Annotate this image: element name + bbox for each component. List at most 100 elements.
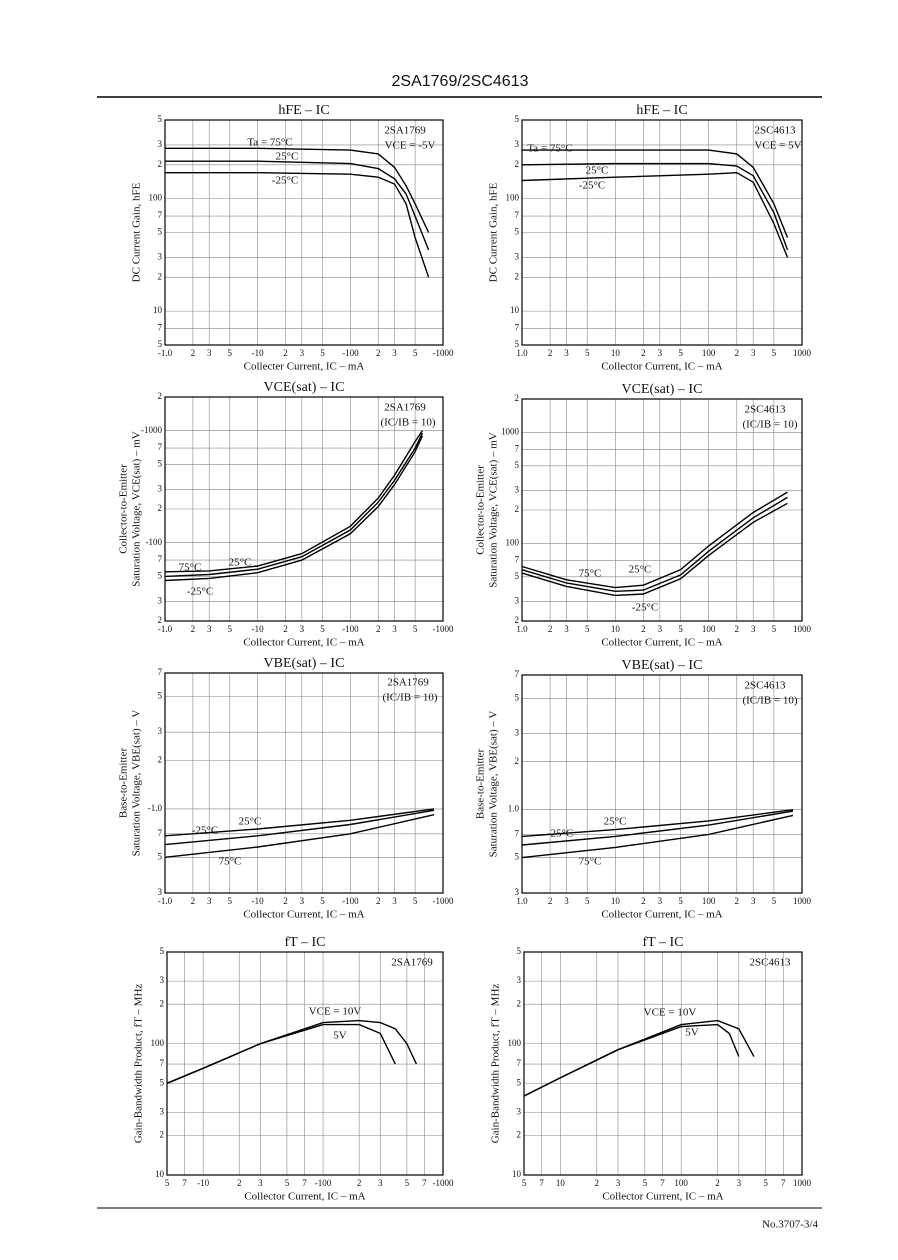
x-tick-label: 1000 [793,1178,812,1188]
x-tick-label: -10 [252,348,264,358]
curve-label: 25°C [629,564,652,576]
x-tick-label: 100 [702,896,716,906]
y-tick-label: 10 [153,305,163,315]
x-tick-label: 5 [772,896,777,906]
x-tick-label: 3 [258,1178,263,1188]
x-tick-label: 2 [191,624,196,634]
x-tick-label: -100 [342,348,359,358]
y-tick-label: 5 [160,1077,165,1087]
y-tick-label: 7 [515,828,520,838]
annotation: 2SA1769 [387,677,429,689]
curve [521,162,789,251]
annotation: 2SA1769 [384,402,426,414]
x-tick-label: 100 [702,624,716,634]
y-tick-label: 100 [506,537,520,547]
x-tick-label: 2 [283,896,288,906]
x-tick-label: 3 [658,624,663,634]
y-tick-label: 5 [160,946,165,956]
x-tick-label: 3 [392,896,397,906]
x-tick-label: 5 [763,1178,768,1188]
curve [165,172,430,278]
x-tick-label: 3 [300,624,305,634]
annotation: (IC/IB = 10) [742,419,797,431]
x-tick-label: 3 [751,624,756,634]
y-tick-label: 5 [517,1077,522,1087]
x-tick-label: 1.0 [516,624,528,634]
y-tick-label: 3 [160,1106,165,1116]
curve [521,496,788,593]
y-axis-label: Collector-to-Emitter [475,465,487,555]
x-tick-label: 100 [674,1178,688,1188]
curve-label: -25°C [547,828,573,840]
x-tick-label: 5 [405,1178,410,1188]
y-tick-label: 10 [155,1169,165,1179]
y-axis-label: Collector-to-Emitter [118,464,130,554]
x-tick-label: 3 [378,1178,383,1188]
x-tick-label: 5 [643,1178,648,1188]
curve [165,147,430,233]
x-tick-label: 2 [641,624,646,634]
y-tick-label: 5 [158,851,163,861]
curve [165,160,430,251]
y-tick-label: 3 [158,887,163,897]
y-tick-label: 10 [512,1169,522,1179]
y-tick-label: 5 [515,692,520,702]
curve [521,809,794,838]
x-tick-label: 7 [781,1178,786,1188]
y-tick-label: 3 [158,483,163,493]
y-tick-label: 2 [158,615,163,625]
x-tick-label: 2 [548,624,553,634]
y-tick-label: 3 [517,975,522,985]
y-tick-label: 5 [158,570,163,580]
curve [521,810,794,846]
x-tick-label: 1.0 [516,348,528,358]
y-tick-label: 2 [515,615,520,625]
annotation: 2SC4613 [755,125,796,137]
curve-label: Ta = 75°C [527,143,572,155]
curve-label: 25°C [239,816,262,828]
x-tick-label: -10 [252,896,264,906]
y-tick-label: 2 [517,1130,522,1140]
plot-frame [166,951,444,1176]
y-tick-label: 5 [158,227,163,237]
curve-label: VCE = 10V [309,1006,362,1018]
x-tick-label: 5 [772,624,777,634]
y-tick-label: -1000 [141,425,162,435]
plot-frame [523,951,803,1176]
x-tick-label: -100 [315,1178,332,1188]
x-tick-label: 3 [658,348,663,358]
x-tick-label: 5 [585,624,590,634]
x-tick-label: 2 [283,348,288,358]
x-tick-label: 5 [165,1178,170,1188]
x-tick-label: 2 [735,896,740,906]
x-tick-label: 3 [751,896,756,906]
y-tick-label: 7 [158,442,163,452]
y-axis-label: Saturation Voltage, VBE(sat) – V [488,711,500,858]
x-tick-label: 3 [658,896,663,906]
y-tick-label: 100 [508,1038,522,1048]
annotation: VCE = 5V [754,140,801,152]
x-tick-label: 7 [302,1178,307,1188]
y-tick-label: 5 [515,852,520,862]
page-header: 2SA1769/2SC4613 [392,73,529,90]
curve [522,149,789,238]
y-tick-label: 5 [515,571,520,581]
y-tick-label: 7 [160,1058,165,1068]
x-axis-label: Collector Current, IC – mA [244,1191,365,1203]
y-tick-label: 10 [510,305,520,315]
chart-title: VBE(sat) – IC [622,658,703,673]
curve [166,1023,396,1084]
y-axis-label: Gain-Bandwidth Product, fT – MHz [133,984,145,1144]
x-tick-label: 2 [237,1178,242,1188]
x-tick-label: 5 [320,896,325,906]
y-axis-label: Gain-Bandwidth Product, fT – MHz [490,984,502,1144]
y-tick-label: 5 [158,458,163,468]
x-tick-label: 3 [751,348,756,358]
x-tick-label: 10 [556,1178,566,1188]
y-tick-label: 5 [158,114,163,124]
x-tick-label: 3 [300,896,305,906]
x-tick-label: 3 [564,624,569,634]
y-tick-label: 2 [515,271,520,281]
chart-title: VCE(sat) – IC [264,380,345,395]
